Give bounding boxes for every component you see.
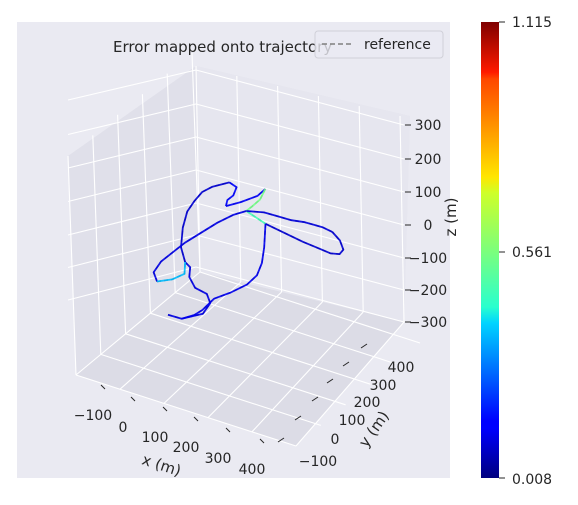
y-tick-label: 100 xyxy=(339,413,366,429)
trajectory-segment xyxy=(152,210,247,282)
error-trajectory xyxy=(152,181,345,320)
z-tick-label: 100 xyxy=(415,185,442,201)
legend-box xyxy=(314,30,444,59)
z-tick-label: 0 xyxy=(424,218,433,234)
grid-line-floor-y xyxy=(75,374,297,447)
grid-line-floor-y xyxy=(150,312,371,385)
colorbar xyxy=(481,22,499,478)
grid-line-right xyxy=(195,136,405,193)
grid-line-left-vertical xyxy=(191,52,201,273)
x-tick-label: 100 xyxy=(142,430,169,446)
chart-title: Error mapped onto trajectory xyxy=(113,38,332,56)
z-tick-label: 200 xyxy=(415,152,442,168)
x-tick-label: 0 xyxy=(119,420,128,436)
grid-line-right xyxy=(195,103,405,160)
colorbar-label-mid: 0.561 xyxy=(512,245,552,261)
grid-line-left-vertical xyxy=(92,135,102,355)
y-tick-mark xyxy=(277,437,285,443)
x-tick-mark xyxy=(100,384,106,390)
grid-lines xyxy=(67,52,421,447)
grid-line-right xyxy=(195,69,405,126)
z-tick-labels: 300 200 100 0 −100 −200 −300 xyxy=(405,118,447,331)
grid-line-floor-x xyxy=(251,311,364,433)
trajectory-segment xyxy=(246,210,333,233)
z-tick-label: −300 xyxy=(409,315,447,331)
trajectory-segment xyxy=(181,223,267,320)
trajectory-segment xyxy=(245,188,267,212)
z-tick-label: 300 xyxy=(415,118,442,134)
grid-line-back xyxy=(195,65,201,273)
trajectory-segment xyxy=(180,181,230,263)
grid-line-left-vertical xyxy=(141,94,151,314)
grid-line-left xyxy=(67,136,197,169)
y-tick-mark xyxy=(360,343,368,349)
z-tick-label: −200 xyxy=(409,283,447,299)
grid-line-back xyxy=(317,95,323,303)
grid-line-floor-x xyxy=(295,321,405,447)
grid-line-left xyxy=(67,234,197,269)
y-tick-label: 400 xyxy=(388,360,415,376)
grid-line-left xyxy=(67,202,197,236)
grid-line-right xyxy=(195,266,405,323)
grid-line-right xyxy=(195,169,405,226)
y-tick-mark xyxy=(326,378,334,384)
x-tick-mark xyxy=(130,396,136,402)
y-tick-label: 0 xyxy=(331,432,340,448)
legend: reference xyxy=(314,30,444,59)
grid-line-right xyxy=(195,202,405,259)
trajectory-segment xyxy=(265,222,345,256)
grid-line-floor-x xyxy=(75,271,201,376)
grid-line-floor-y xyxy=(100,353,321,426)
right-pane xyxy=(196,66,410,322)
grid-line-floor-x xyxy=(163,291,282,404)
grid-line-back xyxy=(358,105,364,313)
y-tick-mark xyxy=(342,361,350,367)
grid-line-left-vertical xyxy=(67,155,77,376)
grid-line-floor-x xyxy=(119,281,242,390)
trajectory-segment xyxy=(156,262,187,283)
grid-line-floor-y xyxy=(199,271,421,344)
x-tick-mark xyxy=(225,427,231,433)
trajectory-segment xyxy=(245,210,266,225)
y-tick-label: −100 xyxy=(299,454,337,470)
grid-line-left xyxy=(67,103,197,136)
x-tick-label: 200 xyxy=(173,440,200,456)
grid-line-back xyxy=(277,85,283,293)
y-tick-mark xyxy=(294,415,302,421)
left-pane xyxy=(68,66,200,375)
trajectory-segment xyxy=(225,188,266,207)
grid-line-back xyxy=(399,115,405,323)
grid-line-left xyxy=(67,69,197,101)
x-tick-label: 400 xyxy=(239,462,266,478)
x-tick-label: 300 xyxy=(205,451,232,467)
grid-line-floor-x xyxy=(207,301,323,418)
x-tick-label: −100 xyxy=(74,408,112,424)
grid-line-floor-y xyxy=(125,333,346,406)
y-tick-mark xyxy=(311,396,319,402)
grid-line-floor-y xyxy=(175,292,396,365)
y-tick-label: 300 xyxy=(370,378,397,394)
grid-line-back xyxy=(236,75,242,283)
x-tick-mark xyxy=(259,438,265,444)
y-tick-label: 200 xyxy=(354,395,381,411)
legend-label: reference xyxy=(364,37,431,53)
x-tick-mark xyxy=(162,406,168,412)
grid-line-left-vertical xyxy=(166,73,176,293)
colorbar-label-max: 1.115 xyxy=(512,15,552,31)
x-tick-mark xyxy=(193,416,199,422)
z-tick-label: −100 xyxy=(409,251,447,267)
colorbar-label-min: 0.008 xyxy=(512,472,552,488)
trajectory-segment xyxy=(225,181,238,207)
grid-line-right xyxy=(195,234,405,291)
z-axis-label: z (m) xyxy=(442,198,460,237)
grid-line-left-vertical xyxy=(117,114,127,334)
grid-line-left xyxy=(67,169,197,203)
